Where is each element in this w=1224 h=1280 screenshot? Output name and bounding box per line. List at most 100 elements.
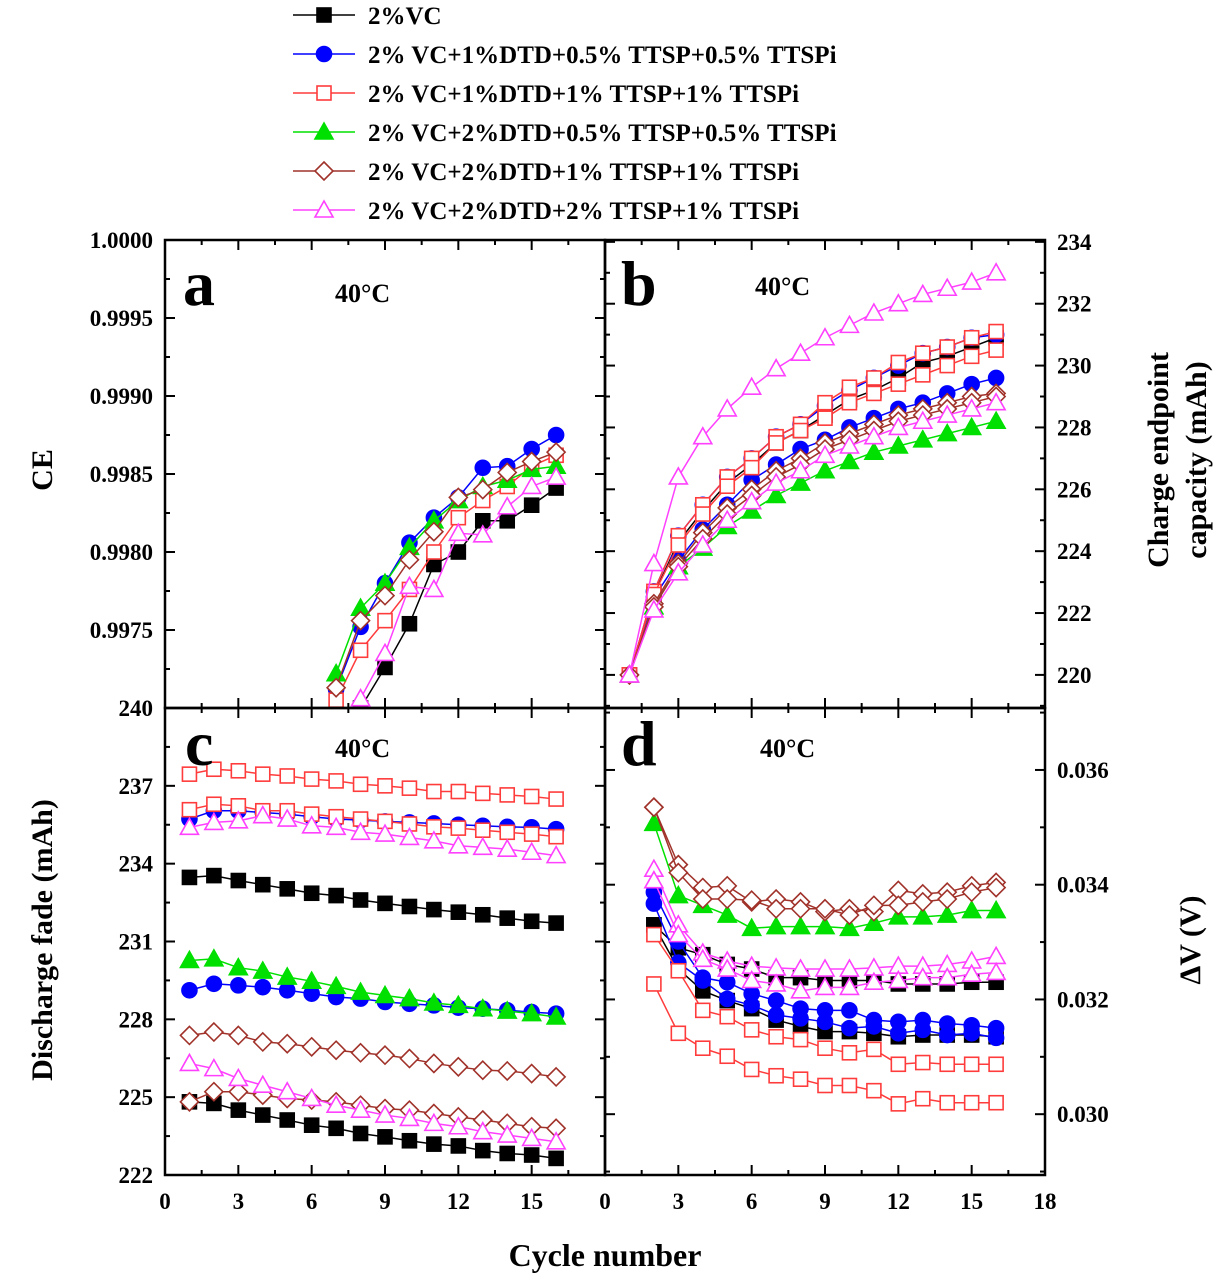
data-point xyxy=(399,575,420,595)
data-point xyxy=(792,1031,809,1048)
series-1-line xyxy=(621,329,1004,683)
series-6-line xyxy=(643,870,1007,999)
series-1-line xyxy=(181,1094,564,1167)
data-point xyxy=(548,1150,564,1167)
data-point xyxy=(841,394,858,411)
data-point xyxy=(863,895,885,916)
data-point xyxy=(523,826,540,842)
data-point xyxy=(985,899,1007,919)
data-point xyxy=(450,544,467,560)
y-tick-label: 222 xyxy=(1057,601,1092,626)
data-point xyxy=(936,277,958,297)
series-line xyxy=(628,420,997,676)
data-point xyxy=(303,771,320,787)
y-tick-label: 232 xyxy=(1057,292,1092,317)
data-point xyxy=(521,475,543,495)
data-point xyxy=(279,768,296,784)
y-tick-label: 234 xyxy=(119,852,154,877)
data-point xyxy=(887,906,909,925)
data-point xyxy=(179,1091,200,1112)
data-point xyxy=(765,973,787,992)
data-point xyxy=(496,838,518,857)
series-2-line xyxy=(621,326,1005,684)
data-point xyxy=(863,441,885,460)
y-tick-label: 228 xyxy=(1057,415,1092,440)
data-point xyxy=(377,778,393,794)
data-point xyxy=(203,1081,225,1102)
data-point xyxy=(276,1081,298,1100)
data-point xyxy=(206,796,222,813)
data-point xyxy=(401,615,418,632)
data-point xyxy=(179,949,200,969)
data-point xyxy=(814,460,836,479)
data-point xyxy=(817,1040,833,1057)
series-2-line xyxy=(645,895,1005,1047)
data-point xyxy=(474,459,492,477)
y-tick-label: 240 xyxy=(119,696,154,721)
series-6-line xyxy=(179,805,567,864)
data-point xyxy=(814,958,836,977)
data-point xyxy=(645,895,663,912)
data-point xyxy=(325,1040,347,1061)
y-tick-label: 1.0000 xyxy=(90,228,153,253)
data-point xyxy=(718,990,736,1008)
panel-a-plot xyxy=(325,426,567,708)
data-point xyxy=(205,975,223,993)
data-point xyxy=(937,888,958,910)
data-point xyxy=(961,416,983,436)
data-point xyxy=(887,435,909,454)
legend: 2%VC 2% VC+1%DTD+0.5% TTSP+0.5% TTSPi 2% V… xyxy=(293,3,837,225)
data-point xyxy=(328,773,344,789)
data-point xyxy=(839,435,860,454)
data-point xyxy=(423,578,445,598)
data-point xyxy=(817,1077,833,1094)
y-tick-label: 225 xyxy=(119,1085,154,1110)
data-point xyxy=(694,972,712,989)
data-point xyxy=(667,466,689,485)
data-point xyxy=(863,302,885,321)
series-3-line xyxy=(181,796,564,845)
data-point xyxy=(278,981,296,999)
data-point xyxy=(839,314,860,334)
series-6-line xyxy=(619,392,1007,683)
series-line xyxy=(335,451,557,688)
data-point xyxy=(694,1002,711,1019)
data-point xyxy=(719,1008,736,1025)
data-point xyxy=(399,1048,420,1069)
data-point xyxy=(914,1021,932,1039)
data-point xyxy=(545,844,567,864)
series-line xyxy=(335,434,557,690)
data-point xyxy=(374,823,396,842)
data-point xyxy=(765,472,787,491)
data-point xyxy=(474,1142,491,1159)
data-point xyxy=(914,345,931,362)
data-point xyxy=(548,915,564,931)
data-point xyxy=(643,599,665,618)
data-point xyxy=(276,808,298,827)
series-line xyxy=(628,395,997,676)
y-axis-title-discharge-fade: Discharge fade (mAh) xyxy=(26,799,59,1081)
data-point xyxy=(841,1044,858,1061)
legend-marker-circle-icon xyxy=(315,45,333,63)
data-point xyxy=(230,1102,247,1118)
panel-d-plot xyxy=(643,797,1007,1112)
series-3-line xyxy=(621,342,1004,683)
y-axis-title-delta-v: ΔV (V) xyxy=(1174,895,1207,984)
data-point xyxy=(643,797,665,818)
series-line xyxy=(189,874,557,924)
data-point xyxy=(521,1002,543,1022)
data-point xyxy=(961,271,983,290)
data-point xyxy=(426,783,442,800)
data-point xyxy=(474,906,491,923)
legend-label: 2% VC+1%DTD+0.5% TTSP+0.5% TTSPi xyxy=(368,42,837,69)
y-tick-label: 0.036 xyxy=(1057,758,1109,783)
data-point xyxy=(303,885,320,902)
data-point xyxy=(694,506,711,522)
data-point xyxy=(426,901,442,918)
panel-c-axes: 222 225 228 231 234 237 240 0 3 6 9 12 15 xyxy=(119,696,606,1214)
data-point xyxy=(985,392,1007,411)
data-point xyxy=(743,996,760,1014)
series-line xyxy=(628,392,997,676)
data-point xyxy=(328,887,344,904)
